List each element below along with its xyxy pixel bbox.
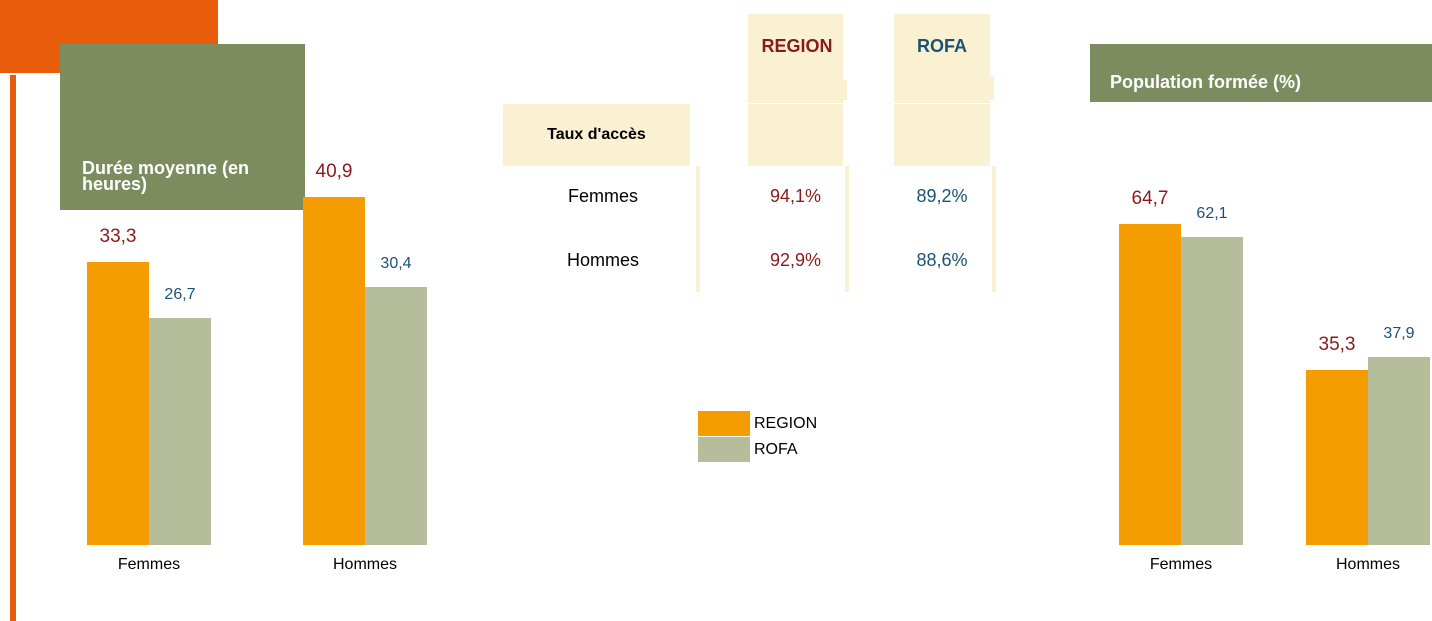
- table-cell: 94,1%: [769, 186, 822, 206]
- value-label: 40,9: [315, 161, 353, 183]
- legend-swatch: [698, 437, 750, 462]
- header-cell: [748, 14, 843, 103]
- row-header-cell: [503, 104, 690, 166]
- chart-title: Population formée (%): [1110, 72, 1302, 92]
- cell-edge: [696, 166, 700, 292]
- legend-label: ROFA: [754, 441, 798, 458]
- value-label: 33,3: [99, 225, 137, 247]
- x-tick-label: Femmes: [1149, 556, 1213, 573]
- column-header: REGION: [761, 36, 833, 56]
- side-rule: [10, 75, 16, 621]
- header-cell: [894, 14, 990, 103]
- table-cell: 88,6%: [916, 250, 968, 270]
- x-tick-label: Hommes: [1335, 556, 1400, 573]
- bar: [365, 286, 427, 545]
- cell-edge: [990, 76, 994, 100]
- legend-label: REGION: [754, 415, 818, 432]
- title-panel: [1090, 44, 1432, 102]
- x-tick-label: Hommes: [332, 556, 397, 573]
- bar: [149, 318, 211, 545]
- chart-title: Durée moyenne (en heures): [82, 158, 250, 194]
- bar: [1119, 224, 1181, 545]
- table-cell: Femmes: [567, 186, 638, 206]
- table-cell: 92,9%: [769, 250, 822, 270]
- bar: [303, 197, 365, 545]
- bar: [87, 261, 149, 545]
- cell-edge: [992, 166, 996, 292]
- cell-edge: [843, 80, 847, 100]
- legend-swatch: [698, 411, 750, 436]
- value-label: 26,7: [164, 286, 196, 304]
- bar: [1181, 236, 1243, 545]
- value-label: 64,7: [1131, 188, 1169, 210]
- bar: [1368, 357, 1430, 545]
- cell: [748, 104, 843, 166]
- table-cell: Hommes: [566, 250, 639, 270]
- title-panel: [60, 44, 305, 210]
- bar: [1306, 369, 1368, 545]
- value-label: 35,3: [1318, 333, 1356, 355]
- value-label: 30,4: [380, 254, 412, 272]
- x-tick-label: Femmes: [117, 556, 181, 573]
- value-label: 62,1: [1196, 204, 1228, 222]
- cell: [894, 104, 990, 166]
- table-cell: 89,2%: [916, 186, 968, 206]
- value-label: 37,9: [1383, 325, 1415, 343]
- row-header: Taux d'accès: [547, 126, 646, 143]
- column-header: ROFA: [916, 36, 967, 56]
- cell-edge: [845, 166, 849, 292]
